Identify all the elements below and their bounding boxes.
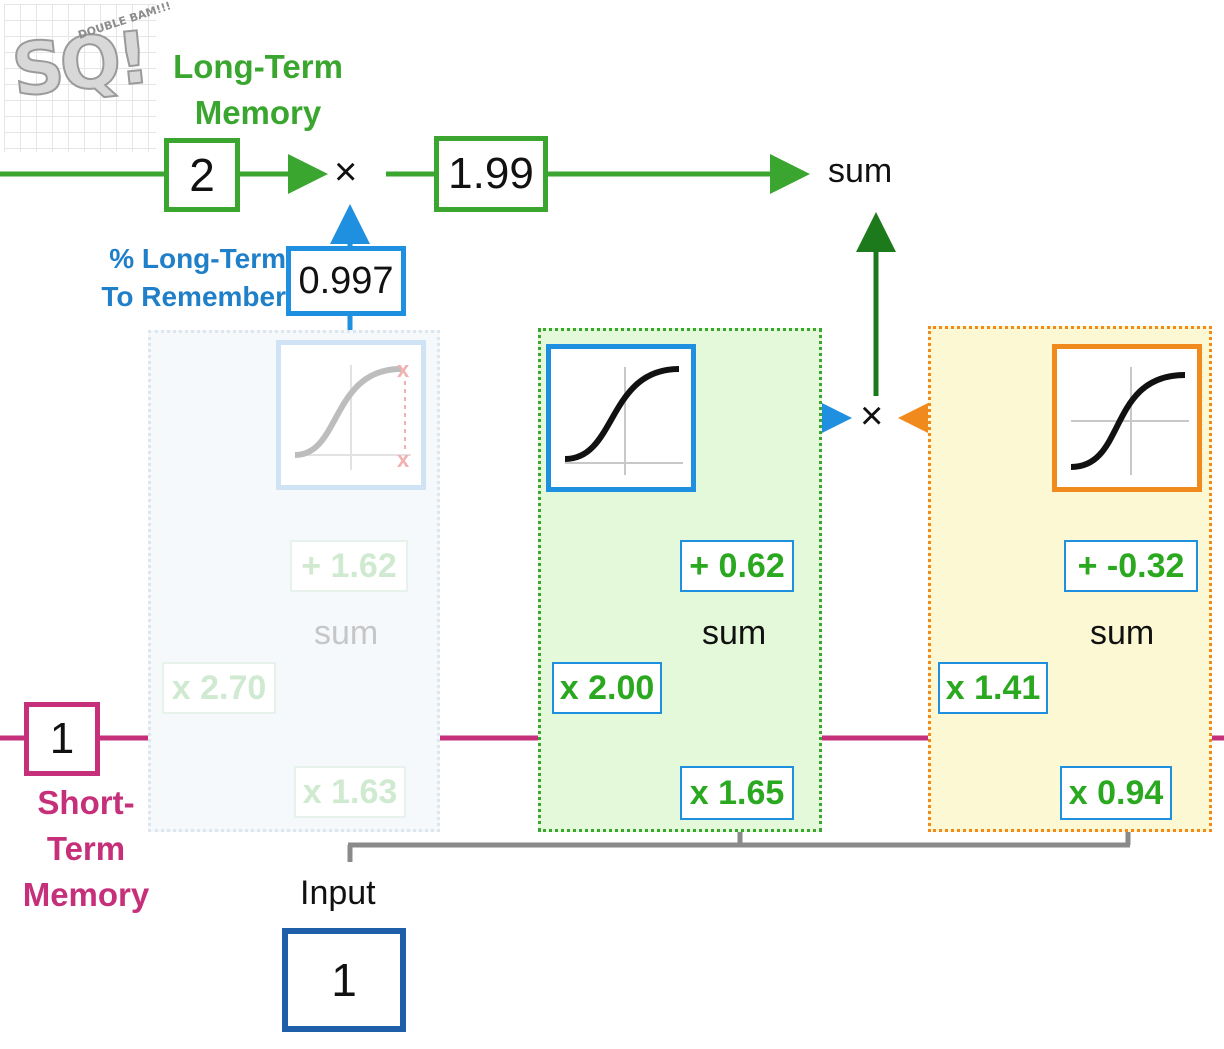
svg-text:x: x: [397, 447, 410, 472]
pct-remember-box: 0.997: [286, 246, 406, 316]
input-value-box: 1: [282, 928, 406, 1032]
input-potential-weight-input-box: x 0.94: [1060, 766, 1172, 820]
input-percent-sum-label: sum: [702, 614, 767, 652]
short-term-memory-label-line1: Short-: [37, 784, 135, 821]
forget-sigmoid-box: x x: [276, 340, 426, 490]
forget-weight-input-value: x 1.63: [302, 773, 398, 811]
input-percent-bias-value: + 0.62: [689, 547, 785, 585]
input-percent-weight-short-value: x 2.00: [559, 669, 655, 707]
input-percent-weight-input-box: x 1.65: [680, 766, 794, 820]
input-line: [347, 842, 1130, 862]
forget-sum: sum: [314, 614, 378, 653]
input-percent-sum: sum: [702, 614, 766, 653]
forget-bias-value: + 1.62: [301, 547, 397, 585]
input-potential-weight-input-value: x 0.94: [1068, 774, 1164, 812]
input-percent-bias-box: + 0.62: [680, 540, 794, 592]
svg-text:x: x: [397, 357, 410, 382]
long-term-after-box: 1.99: [434, 136, 548, 212]
multiply-mid-symbol: ×: [860, 394, 884, 438]
forget-weight-input-box: x 1.63: [294, 766, 406, 818]
forget-weight-short-value: x 2.70: [171, 669, 267, 707]
sum-top-operator: sum: [828, 152, 892, 191]
short-term-value: 1: [49, 714, 75, 763]
forget-bias-box: + 1.62: [290, 540, 408, 592]
input-potential-weight-short-box: x 1.41: [938, 662, 1048, 714]
short-term-value-box: 1: [24, 702, 100, 776]
multiply-top-operator: ×: [334, 150, 357, 195]
long-term-value: 2: [189, 149, 215, 201]
long-term-memory-label-line1: Long-Term: [173, 48, 343, 85]
long-term-after-value: 1.99: [448, 149, 534, 198]
short-term-memory-label-line3: Memory: [22, 876, 150, 913]
input-percent-weight-short-box: x 2.00: [552, 662, 662, 714]
forget-sigmoid-icon: x x: [294, 357, 411, 472]
input-potential-sum: sum: [1090, 614, 1154, 653]
multiply-mid-operator: ×: [860, 394, 883, 439]
short-term-memory-label-line2: Term: [46, 830, 126, 867]
pct-remember-value: 0.997: [298, 260, 394, 302]
short-term-memory-label: Short- Term Memory: [0, 780, 172, 918]
input-potential-sigmoid-box: [1052, 344, 1202, 492]
long-term-memory-label: Long-Term Memory: [150, 44, 366, 136]
pct-long-term-label-line1: % Long-Term: [109, 243, 286, 274]
input-potential-sum-label: sum: [1090, 614, 1155, 652]
input-percent-sigmoid-box: [546, 344, 696, 492]
input-percent-sigmoid-icon: [564, 366, 683, 475]
long-term-value-box: 2: [164, 138, 240, 212]
input-potential-sigmoid-icon: [1070, 367, 1189, 475]
multiply-top-symbol: ×: [334, 150, 358, 194]
input-potential-bias-box: + -0.32: [1064, 540, 1198, 592]
long-term-memory-label-line2: Memory: [194, 94, 322, 131]
input-label-text: Input: [300, 874, 376, 912]
forget-weight-short-box: x 2.70: [162, 662, 276, 714]
input-value: 1: [331, 954, 357, 1006]
sum-top-label: sum: [828, 152, 893, 190]
input-potential-bias-value: + -0.32: [1077, 547, 1185, 585]
logo: SQ! DOUBLE BAM!!!: [4, 0, 173, 152]
input-percent-weight-input-value: x 1.65: [689, 774, 785, 812]
input-potential-weight-short-value: x 1.41: [945, 669, 1041, 707]
forget-sum-label: sum: [314, 614, 379, 652]
pct-long-term-label: % Long-Term To Remember: [40, 240, 286, 316]
input-label: Input: [300, 874, 376, 913]
pct-long-term-label-line2: To Remember: [101, 281, 286, 312]
